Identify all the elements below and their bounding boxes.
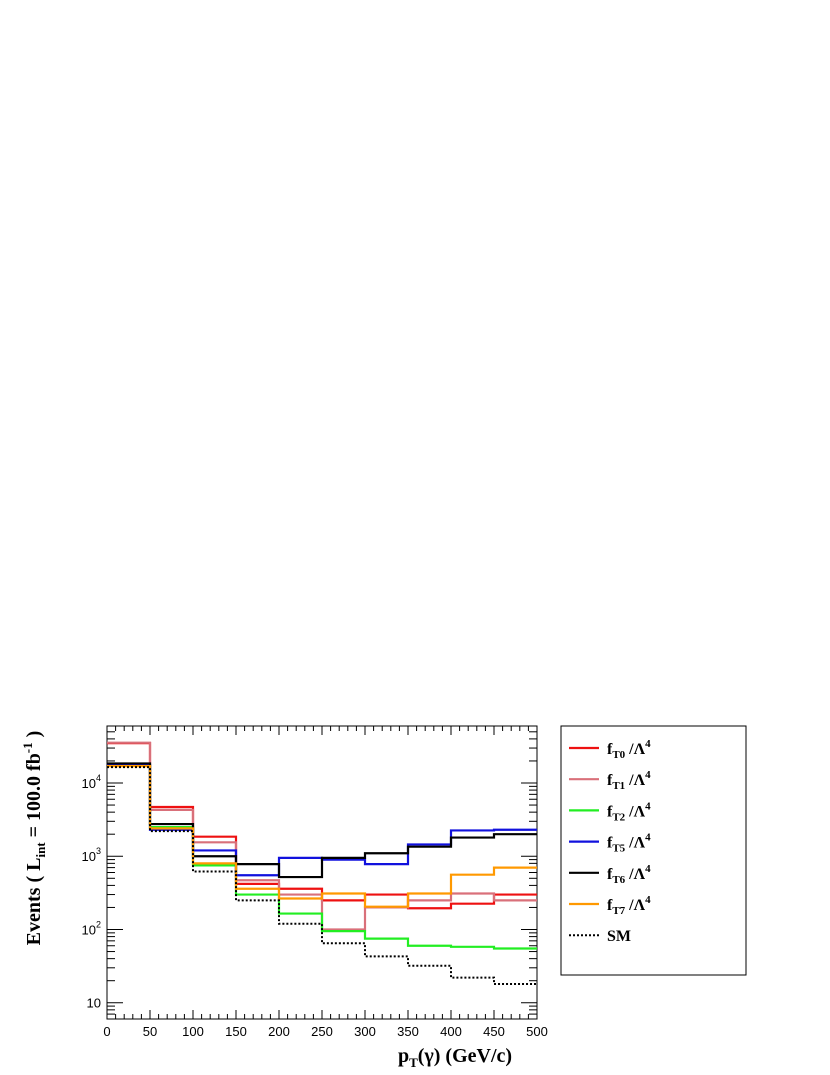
x-tick-label: 100 — [182, 1024, 204, 1039]
legend-box — [560, 725, 747, 976]
legend-label: fT7 /Λ4 — [607, 894, 651, 917]
series-line-ft64 — [107, 762, 537, 879]
x-tick-label: 50 — [143, 1024, 157, 1039]
x-tick-label: 450 — [483, 1024, 505, 1039]
x-axis-ticks: 0 50 100 150 200 250 300 350 400 450 500 — [103, 726, 548, 1039]
legend-label: fT1 /Λ4 — [607, 769, 651, 792]
axis-titles: pT(γ) (GeV/c) Events ( Lint = 100.0 fb-1 … — [20, 731, 512, 1070]
x-tick-label: 0 — [103, 1024, 110, 1039]
x-tick-label: 400 — [440, 1024, 462, 1039]
y-axis-ticks: 10 102 103 104 — [82, 725, 537, 1020]
y-tick-label: 10 — [87, 996, 101, 1011]
y-tick-label: 103 — [82, 846, 101, 864]
x-tick-label: 200 — [268, 1024, 290, 1039]
x-tick-label: 150 — [225, 1024, 247, 1039]
y-tick-label: 104 — [82, 773, 101, 791]
legend: fT0 /Λ4 fT1 /Λ4 fT2 /Λ4 fT5 /Λ4 fT6 /Λ4 fT7 /… — [560, 725, 747, 976]
x-tick-label: 250 — [311, 1024, 333, 1039]
series-line-ft14 — [107, 741, 537, 931]
series-line-ft04 — [107, 742, 537, 910]
series-line-ft74 — [107, 765, 537, 908]
x-tick-label: 350 — [397, 1024, 419, 1039]
x-tick-label: 300 — [354, 1024, 376, 1039]
x-axis-title: pT(γ) (GeV/c) — [398, 1045, 512, 1070]
legend-label: fT6 /Λ4 — [607, 863, 651, 886]
legend-label: fT2 /Λ4 — [607, 800, 651, 823]
y-axis-title: Events ( Lint = 100.0 fb-1 ) — [20, 731, 48, 946]
legend-label: fT0 /Λ4 — [607, 738, 651, 761]
series-lines — [107, 741, 537, 986]
y-tick-label: 102 — [82, 919, 101, 937]
x-tick-label: 500 — [526, 1024, 548, 1039]
series-line-sm — [107, 766, 537, 986]
legend-label: SM — [607, 928, 631, 945]
legend-label: fT5 /Λ4 — [607, 832, 651, 855]
